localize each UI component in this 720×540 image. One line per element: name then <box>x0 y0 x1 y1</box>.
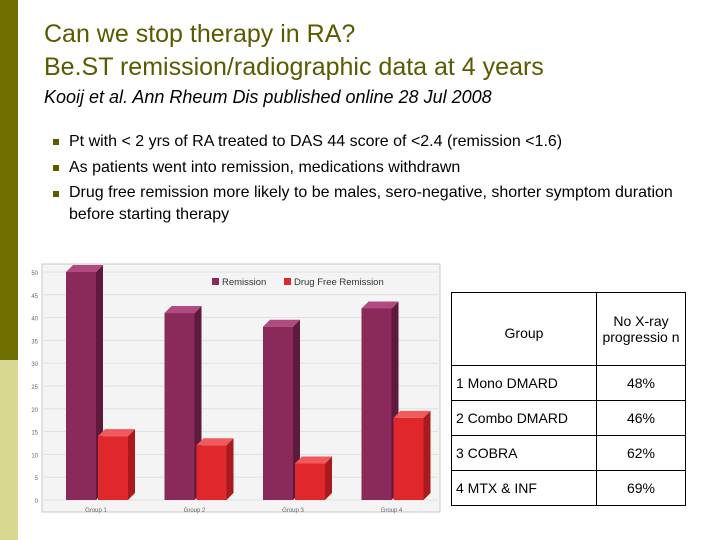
bar-remission <box>361 308 392 500</box>
legend-swatch <box>284 278 291 285</box>
bar-remission <box>164 313 195 500</box>
y-tick-label: 20 <box>31 408 38 414</box>
bar-side <box>293 319 300 500</box>
cell-group: 4 MTX & INF <box>451 470 597 506</box>
cell-group: 1 Mono DMARD <box>451 365 597 401</box>
y-tick-label: 45 <box>31 294 38 300</box>
bullet-text: Pt with < 2 yrs of RA treated to DAS 44 … <box>69 133 563 150</box>
legend-swatch <box>212 278 219 285</box>
bullet-square-icon <box>53 191 59 197</box>
bar-top <box>393 410 431 418</box>
y-tick-label: 40 <box>31 317 38 323</box>
y-tick-label: 5 <box>35 476 39 482</box>
bullet-text: As patients went into remission, medicat… <box>69 159 461 176</box>
legend-label: Drug Free Remission <box>294 277 384 288</box>
cell-group: 2 Combo DMARD <box>451 400 597 436</box>
bar-side <box>226 438 234 500</box>
bar-remission <box>263 326 293 500</box>
y-tick-label: 10 <box>31 453 38 459</box>
bar-drug-free <box>98 436 128 500</box>
table-row: 4 MTX & INF 69% <box>451 470 686 506</box>
title-line-1: Can we stop therapy in RA? <box>44 20 356 48</box>
bar-top <box>295 456 332 464</box>
bullet-square-icon <box>53 165 59 171</box>
bullet-square-icon <box>53 139 59 145</box>
bullet-item: Pt with < 2 yrs of RA treated to DAS 44 … <box>50 130 690 154</box>
bar-side <box>325 456 332 500</box>
bullet-list: Pt with < 2 yrs of RA treated to DAS 44 … <box>50 130 690 228</box>
bar-top <box>196 438 234 446</box>
table-row: 2 Combo DMARD 46% <box>451 400 686 436</box>
bar-drug-free <box>393 417 424 500</box>
header-group: Group <box>451 292 597 366</box>
y-tick-label: 15 <box>31 431 38 437</box>
cell-value: 69% <box>596 470 686 506</box>
bar-drug-free <box>295 463 325 500</box>
y-tick-label: 25 <box>31 385 38 391</box>
y-tick-label: 35 <box>31 339 38 345</box>
header-xray: No X-ray progressio n <box>596 292 686 366</box>
xray-progression-table: Group No X-ray progressio n 1 Mono DMARD… <box>451 292 686 506</box>
cell-group: 3 COBRA <box>451 435 597 471</box>
bar-side <box>128 429 135 500</box>
x-tick-label: Group 2 <box>184 508 206 514</box>
bar-side <box>423 410 431 500</box>
y-tick-label: 50 <box>31 271 38 277</box>
bar-remission <box>66 272 96 500</box>
cell-value: 62% <box>596 435 686 471</box>
cell-value: 48% <box>596 365 686 401</box>
title-line-2: Be.ST remission/radiographic data at 4 y… <box>44 53 544 81</box>
bar-top <box>164 306 202 314</box>
remission-bar-chart: 50 45 40 35 30 25 20 15 10 5 0 Group 1 Group 2 Group… <box>22 262 442 515</box>
cell-value: 46% <box>596 400 686 436</box>
bar-drug-free <box>196 445 227 500</box>
x-tick-label: Group 1 <box>85 508 107 514</box>
citation-subtitle: Kooij et al. Ann Rheum Dis published onl… <box>44 87 492 107</box>
x-tick-label: Group 4 <box>381 508 403 514</box>
slide-title: Can we stop therapy in RA? Be.ST remissi… <box>44 18 544 84</box>
bullet-item: As patients went into remission, medicat… <box>50 156 690 180</box>
left-accent-bar <box>0 0 18 360</box>
bar-top <box>66 265 103 272</box>
bar-top <box>361 301 399 309</box>
x-tick-label: Group 3 <box>282 508 304 514</box>
y-tick-label: 0 <box>35 499 39 505</box>
legend-label: Remission <box>222 277 266 288</box>
table-header-row: Group No X-ray progressio n <box>451 292 686 366</box>
table-row: 1 Mono DMARD 48% <box>451 365 686 401</box>
left-accent-bar-light <box>0 360 18 540</box>
bullet-text: Drug free remission more likely to be ma… <box>69 184 673 223</box>
bar-top <box>263 319 300 327</box>
y-tick-label: 30 <box>31 362 38 368</box>
bar-top <box>98 429 135 437</box>
bullet-item: Drug free remission more likely to be ma… <box>50 182 690 226</box>
table-row: 3 COBRA 62% <box>451 435 686 471</box>
